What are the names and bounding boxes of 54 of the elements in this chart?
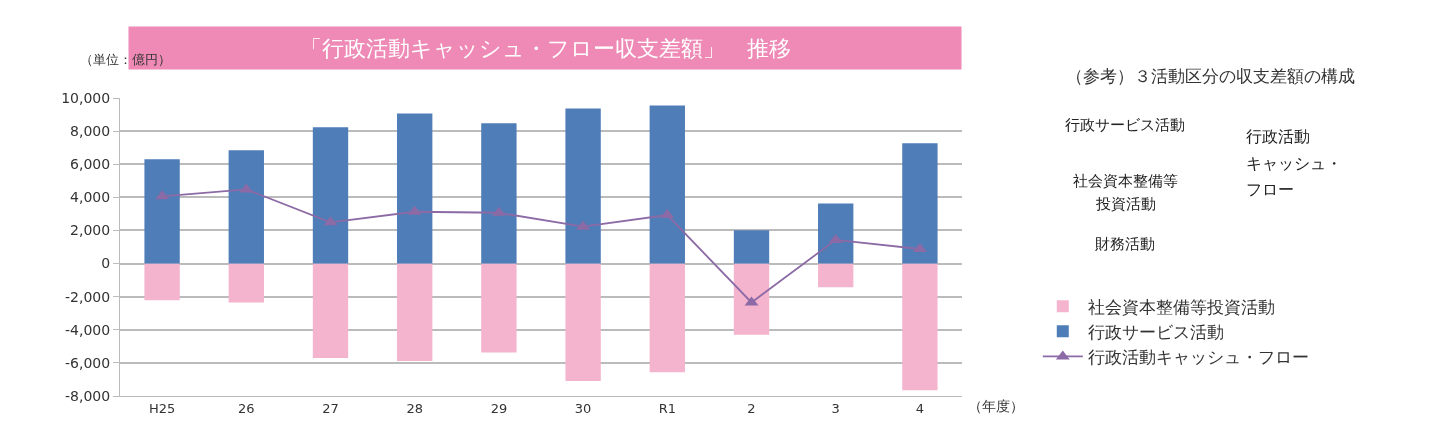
x-axis-title: （年度） [968,398,1024,414]
x-tick-label: 26 [238,400,255,416]
bar [733,263,770,335]
y-tick-label: 10,000 [61,89,111,106]
y-tick-label: -4,000 [65,321,111,338]
x-tick-label: 2 [747,400,756,416]
legend-label: 社会資本整備等投資活動 [1087,296,1275,317]
text: 投資活動 [1095,195,1156,213]
text: （参考）３活動区分の収支差額の構成 [1066,66,1355,86]
legend-label: 行政活動キャッシュ・フロー [1087,347,1309,368]
text: 行政サービス活動 [1065,116,1185,134]
y-tick-label: 4,000 [70,189,111,206]
bar [228,150,264,264]
bar [818,263,854,288]
text: 社会資本整備等 [1073,172,1178,190]
x-tick-label: 30 [574,400,592,416]
bar [733,230,770,264]
y-tick-label: 6,000 [70,156,111,173]
bar [649,105,685,264]
x-tick-label: 27 [322,400,339,416]
x-tick-label: 4 [915,400,925,416]
bar [228,263,264,303]
bar [144,159,180,264]
y-tick-label: -2,000 [65,288,111,305]
bar [818,203,854,264]
chart-title: 「行政活動キャッシュ・フロー収支差額」 推移 [299,35,791,61]
bar [481,263,517,353]
bar [481,123,517,264]
y-tick-label: -6,000 [65,354,111,371]
x-tick-label: 3 [831,400,840,416]
text: キャッシュ・ [1246,154,1342,173]
bar [902,263,938,391]
y-tick-label: -8,000 [65,387,111,404]
x-tick-label: 28 [406,400,423,416]
bar [312,127,349,264]
legend-label: 行政サービス活動 [1087,322,1224,342]
y-tick-label: 2,000 [70,222,111,239]
bar [397,263,433,361]
x-tick-label: 29 [490,400,508,416]
bar [312,263,349,358]
y-tick-label: 8,000 [70,123,111,140]
x-tick-label: R1 [658,400,676,416]
y-tick-label: 0 [101,255,111,272]
bar [565,263,601,381]
text: フロー [1246,180,1294,199]
y-axis-title: （単位：億円） [80,52,171,67]
x-tick-label: H25 [148,400,176,416]
bar [902,143,938,264]
text: 行政活動 [1246,127,1310,146]
bar [397,113,433,264]
bar [144,263,180,301]
text: 財務活動 [1095,235,1155,253]
bar [565,108,601,264]
bar [649,263,685,373]
